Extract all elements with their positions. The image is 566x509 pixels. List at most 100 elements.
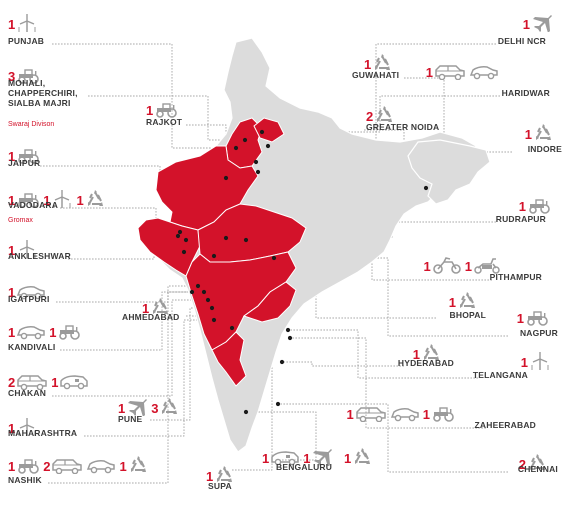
recycle-icon [150, 298, 170, 316]
tractor-icon [16, 68, 40, 84]
leader-line-hyderabad [282, 361, 404, 367]
tractor-icon [16, 148, 40, 164]
leader-line-chakan [52, 299, 208, 397]
tractor-icon [431, 406, 455, 422]
location-label-bengaluru: BENGALURU [276, 462, 333, 472]
car-icon [16, 324, 46, 340]
location-label-pithampur: PITHAMPUR [489, 272, 542, 282]
facility-count: 1 [448, 295, 456, 310]
recycle-icon [159, 398, 179, 416]
location-label-ahmedabad: AHMEDABAD [122, 312, 180, 322]
northeast-landmass [407, 139, 491, 205]
state-rajasthan [155, 145, 259, 231]
leader-line-bengaluru [246, 411, 317, 461]
car-icon [469, 64, 499, 80]
location-sublabel-mohali: Swaraj Divison [8, 121, 55, 128]
recycle-icon [457, 292, 477, 310]
facility-count: 1 [522, 17, 530, 32]
facility-dot-indore [223, 235, 229, 241]
facility-dot-rajkot [175, 233, 181, 239]
location-label-nashik: NASHIK [8, 475, 42, 485]
facility-dot-zaheerabad [287, 335, 293, 341]
facility-icons-jaipur: 1 [8, 146, 43, 164]
facility-count: 1 [8, 193, 16, 208]
location-label-delhi: DELHI NCR [497, 36, 546, 46]
facility-count: 1 [43, 193, 51, 208]
location-label-vadodara: VADODARA [8, 200, 59, 210]
facility-icons-indore: 1 [525, 124, 556, 142]
location-label-punjab: PUNJAB [8, 36, 45, 46]
location-label-chennai: CHENNAI [517, 464, 558, 474]
facility-icons-mohali: 3 [8, 66, 43, 84]
facility-icons-supa: 1 [206, 466, 237, 484]
tractor-icon [525, 310, 549, 326]
facility-count: 1 [516, 311, 524, 326]
leader-line-maharashtra [84, 319, 214, 437]
facility-icons-greaternoida: 2 [366, 106, 397, 124]
facility-count: 2 [8, 375, 16, 390]
facility-icons-chennai: 2 [519, 454, 550, 472]
location-label-ankleshwar: ANKLESHWAR [8, 251, 71, 261]
facility-count: 1 [518, 199, 526, 214]
location-label-mohali: MOHALI, CHAPPERCHIRI, SIALBA MAJRI [8, 78, 78, 108]
facility-count: 1 [364, 57, 372, 72]
tractor-icon [154, 102, 178, 118]
suv-icon [355, 406, 387, 422]
location-label-haridwar: HARIDWAR [501, 88, 550, 98]
facility-count: 2 [366, 109, 374, 124]
facility-count: 2 [43, 459, 51, 474]
suv-icon [434, 64, 466, 80]
car-icon [16, 284, 46, 300]
facility-dot-rudrapur [265, 143, 271, 149]
location-label-rajkot: RAJKOT [146, 117, 183, 127]
location-label-kandivali: KANDIVALI [8, 342, 56, 352]
wind-turbine-icon [16, 14, 38, 32]
facility-count: 1 [8, 421, 16, 436]
location-label-hyderabad: HYDERABAD [397, 358, 454, 368]
facility-dot-pithampur [211, 253, 217, 259]
state-telangana-area [242, 281, 297, 323]
tractor-icon [16, 458, 40, 474]
recycle-icon [533, 124, 553, 142]
facility-dot-supa [229, 325, 235, 331]
recycle-icon [214, 466, 234, 484]
facility-dot-mohali [242, 137, 248, 143]
facility-icons-nashik: 1 2 1 [8, 456, 151, 474]
facility-count: 1 [422, 407, 430, 422]
recycle-icon [421, 344, 441, 362]
location-label-zaheerabad: ZAHEERABAD [474, 420, 536, 430]
location-label-jaipur: JAIPUR [8, 158, 41, 168]
facility-count: 2 [518, 457, 526, 472]
facility-icons-hyderabad: 1 [413, 344, 444, 362]
facility-dot-greaternoida [255, 169, 261, 175]
state-gujarat [137, 217, 201, 277]
facility-icons-ahmedabad: 1 [142, 298, 173, 316]
location-label-rudrapur: RUDRAPUR [495, 214, 546, 224]
facility-count: 1 [51, 375, 59, 390]
facility-icons-telangana: 1 [521, 352, 554, 370]
facility-count: 1 [520, 355, 528, 370]
facility-count: 1 [262, 451, 270, 466]
facility-dot-vadodara [183, 237, 189, 243]
recycle-icon [128, 456, 148, 474]
leader-line-igatpuri [56, 285, 198, 303]
facility-icons-igatpuri: 1 [8, 282, 49, 300]
leader-line-telangana [288, 329, 478, 379]
wind-turbine-icon [16, 418, 38, 436]
facility-count: 1 [346, 407, 354, 422]
facility-count: 1 [206, 469, 214, 484]
facility-dot-maharashtra [211, 317, 217, 323]
facility-dot-bengaluru [243, 409, 249, 415]
leader-line-kandivali [60, 291, 192, 351]
facility-count: 1 [425, 65, 433, 80]
facility-icons-delhi: 1 [523, 14, 556, 32]
facility-count: 1 [524, 127, 532, 142]
location-label-supa: SUPA [208, 481, 232, 491]
facility-count: 1 [423, 259, 431, 274]
facility-count: 1 [76, 193, 84, 208]
facility-dot-ahmedabad [177, 229, 183, 235]
facility-count: 1 [146, 103, 154, 118]
